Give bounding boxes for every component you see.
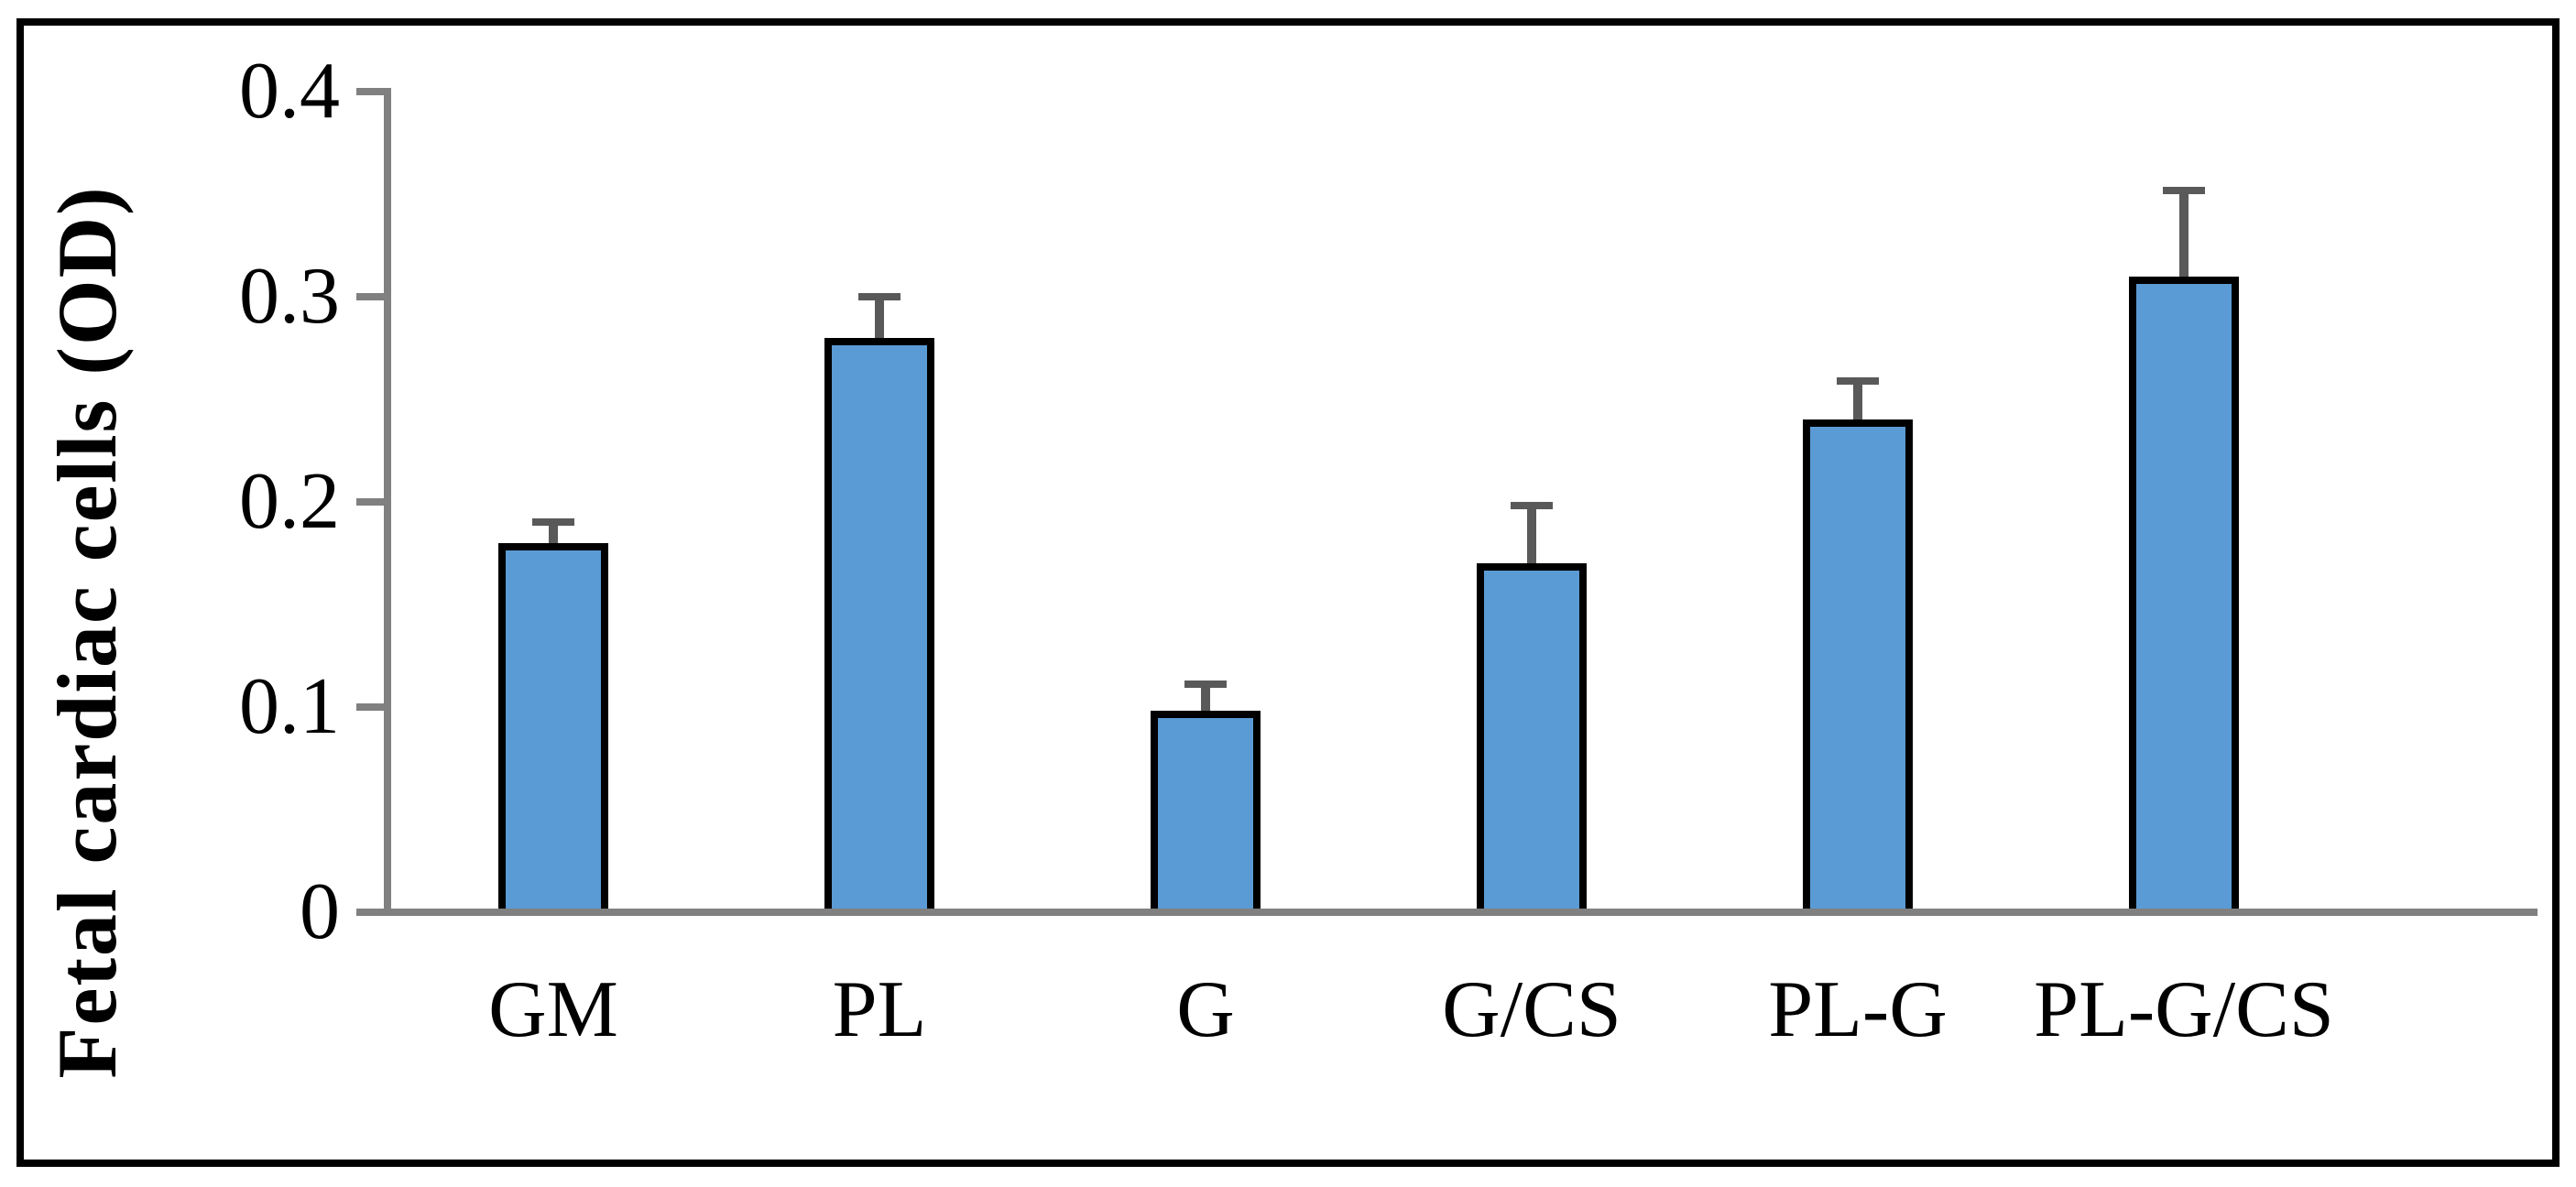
x-category-label: PL-G/CS — [2034, 965, 2334, 1054]
x-category-label: GM — [488, 965, 618, 1054]
error-bar-cap — [1511, 502, 1553, 510]
error-bar-stem — [1527, 506, 1536, 564]
y-tick-mark — [356, 909, 384, 916]
error-bar-cap — [532, 518, 574, 527]
x-category-label: G — [1176, 965, 1235, 1054]
error-bar-stem — [1853, 380, 1862, 420]
error-bar-cap — [1184, 681, 1227, 689]
x-category-label: PL-G — [1768, 965, 1948, 1054]
bar-G-CS — [1477, 563, 1587, 912]
error-bar-cap — [2163, 186, 2205, 194]
y-tick-label: 0 — [300, 867, 340, 956]
y-tick-mark — [356, 293, 384, 300]
y-tick-mark — [356, 88, 384, 95]
error-bar-stem — [1201, 684, 1210, 712]
error-bar-stem — [2179, 190, 2189, 277]
figure-border-frame — [16, 18, 2560, 1167]
y-tick-label: 0.4 — [239, 47, 340, 136]
y-tick-mark — [356, 703, 384, 711]
bar-PL-G — [1803, 419, 1913, 912]
y-tick-label: 0.1 — [239, 662, 340, 751]
bar-PL — [824, 337, 934, 912]
y-axis-line — [384, 88, 391, 916]
x-axis-line — [384, 909, 2538, 916]
bar-PL-G-CS — [2129, 276, 2239, 912]
error-bar-stem — [549, 522, 558, 543]
error-bar-cap — [858, 293, 901, 300]
y-tick-mark — [356, 498, 384, 506]
error-bar-stem — [875, 297, 884, 338]
error-bar-cap — [1837, 376, 1879, 385]
bar-GM — [498, 542, 608, 912]
y-tick-label: 0.2 — [239, 457, 340, 546]
x-category-label: PL — [832, 965, 927, 1054]
y-tick-label: 0.3 — [239, 252, 340, 341]
x-category-label: G/CS — [1442, 965, 1621, 1054]
bar-G — [1151, 711, 1261, 912]
